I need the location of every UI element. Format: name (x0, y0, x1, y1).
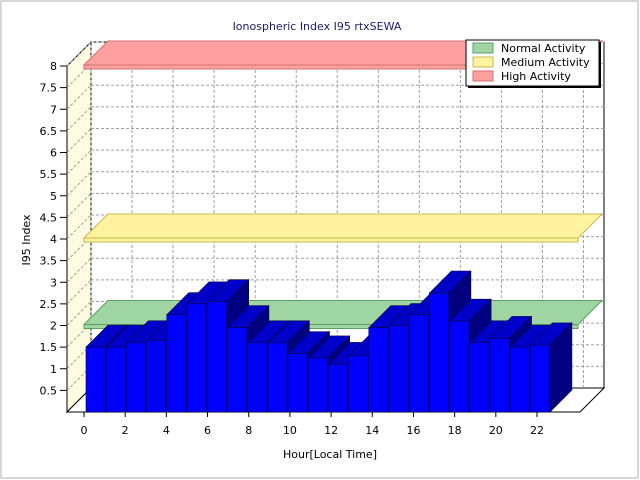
y-tick-label: 6.5 (40, 125, 58, 138)
y-tick-label: 3.5 (40, 255, 58, 268)
bar-front (469, 342, 490, 413)
bar-front (227, 327, 248, 413)
bar-front (267, 342, 288, 413)
grid-line-side (66, 149, 92, 175)
x-axis-label: Hour[Local Time] (283, 448, 377, 461)
band-medium-activity (82, 213, 604, 239)
x-tick-label: 4 (163, 424, 170, 437)
y-tick-label: 8 (50, 60, 57, 73)
bar-front (105, 346, 126, 413)
chart-title: Ionospheric Index I95 rtxSEWA (233, 20, 402, 33)
bar-front (408, 314, 430, 413)
grid-line-side (66, 171, 92, 197)
x-tick-label: 6 (204, 424, 211, 437)
bar-front (449, 320, 470, 413)
bar-front (489, 338, 510, 413)
bar-front (530, 344, 551, 413)
x-tick-label: 14 (365, 424, 379, 437)
legend-label-high: High Activity (501, 70, 571, 83)
bar-front (85, 346, 106, 413)
bar-front (388, 325, 409, 413)
legend-label-normal: Normal Activity (501, 42, 586, 55)
grid-line-side (66, 344, 92, 370)
grid-line-side (66, 236, 92, 261)
grid-line-side (66, 84, 92, 110)
bar (529, 322, 573, 413)
y-tick-label: 3 (50, 276, 57, 289)
bar-front (287, 353, 308, 413)
grid-line-side (66, 63, 92, 88)
x-tick-label: 20 (489, 424, 503, 437)
x-tick-label: 22 (530, 424, 544, 437)
x-tick-label: 8 (245, 424, 252, 437)
bar-front (247, 342, 268, 413)
grid-line-side (66, 214, 92, 240)
y-tick-label: 1.5 (40, 341, 58, 354)
x-tick-label: 12 (324, 424, 338, 437)
legend-swatch-high (472, 70, 494, 82)
y-tick-label: 2 (50, 320, 57, 333)
x-tick-label: 10 (283, 424, 297, 437)
bar-front (307, 357, 329, 413)
grid-line-side (66, 322, 92, 348)
x-tick-label: 18 (448, 424, 462, 437)
y-tick-label: 7 (50, 103, 57, 116)
bar-front (166, 314, 187, 413)
grid-line-side (66, 257, 92, 283)
y-tick-label: 5.5 (40, 168, 58, 181)
bar-front (186, 303, 207, 413)
y-tick-label: 5 (50, 190, 57, 203)
grid-line-side (66, 301, 92, 326)
band-edge (83, 237, 579, 243)
bar-front (146, 340, 167, 413)
grid-line-side (66, 279, 92, 305)
grid-line-side (66, 41, 92, 67)
bars (85, 270, 573, 413)
y-tick-label: 0.5 (40, 384, 58, 397)
legend-label-medium: Medium Activity (501, 56, 590, 69)
y-tick-label: 6 (50, 147, 57, 160)
x-tick-label: 2 (122, 424, 129, 437)
y-tick-label: 4.5 (40, 211, 58, 224)
bar-front (206, 301, 227, 413)
legend-swatch-medium (472, 56, 494, 68)
grid-line-side (66, 128, 92, 153)
grid-line-side (66, 193, 92, 218)
y-tick-label: 1 (50, 363, 57, 376)
grid-line-side (66, 366, 92, 391)
legend-box-shadow (599, 42, 601, 88)
grid-line-side (66, 106, 92, 132)
legend-box-shadow-bottom (468, 86, 601, 88)
y-tick-label: 4 (50, 233, 57, 246)
y-tick-label: 7.5 (40, 82, 58, 95)
legend-swatch-normal (472, 42, 494, 54)
bar-front (126, 342, 147, 413)
x-tick-label: 16 (406, 424, 420, 437)
y-tick-label: 2.5 (40, 298, 58, 311)
bar-front (368, 327, 389, 413)
bar-front (328, 364, 349, 413)
y-axis-label: I95 Index (20, 214, 33, 266)
y-tick-labels: 0.5 1 1.5 2 2.5 3 3.5 4 4.5 5 5.5 6 6.5 7 7.5 8 (40, 60, 67, 397)
x-tick-label: 0 (81, 424, 88, 437)
x-tick-labels: 0 2 4 6 8 10 12 14 16 18 20 22 (81, 412, 544, 437)
bar-front (348, 355, 369, 413)
bar-front (509, 346, 531, 413)
legend: Normal Activity Medium Activity High Act… (465, 39, 601, 88)
bar-front (429, 292, 450, 413)
